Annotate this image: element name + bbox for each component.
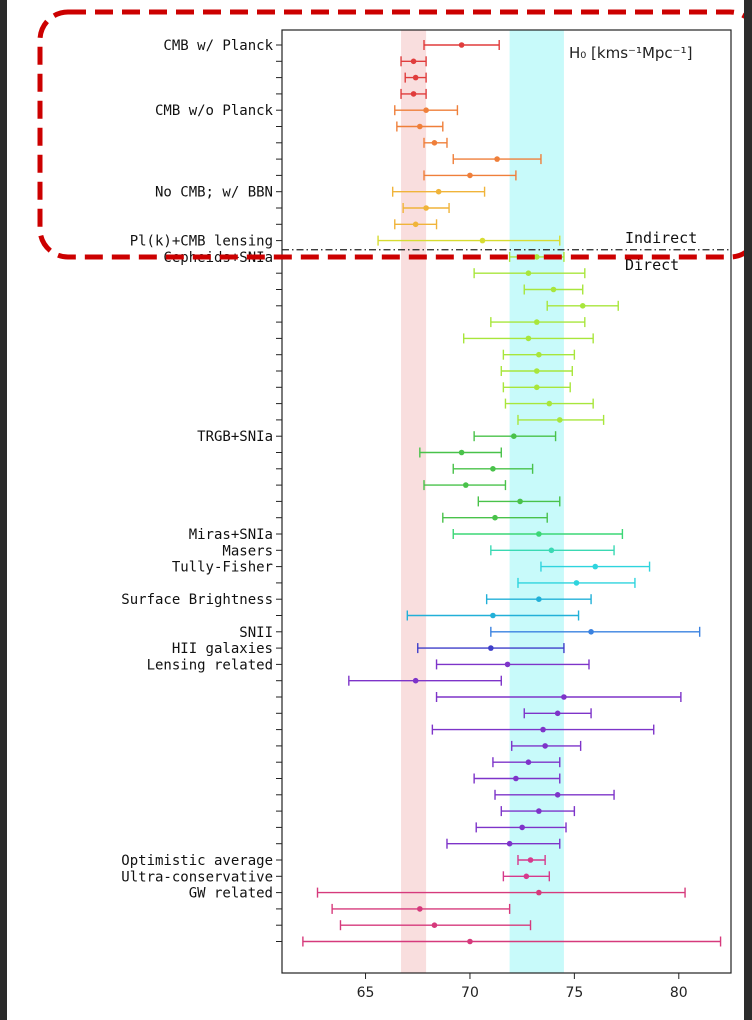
measurement-point <box>458 449 465 456</box>
measurement-point <box>423 107 429 113</box>
measurement-point <box>550 286 557 293</box>
indirect-label: Indirect <box>625 229 697 247</box>
measurement-point <box>410 91 417 97</box>
y-category-label: Surface Brightness <box>121 592 273 608</box>
measurement-point <box>479 237 486 244</box>
measurement-point <box>467 172 473 179</box>
measurement-point <box>592 563 599 570</box>
y-category-label: CMB w/o Planck <box>155 103 274 119</box>
measurement-point <box>458 42 465 48</box>
y-category-label: Optimistic average <box>121 853 273 869</box>
y-category-label: Tully-Fisher <box>172 560 273 576</box>
measurement-point <box>467 938 473 945</box>
measurement-point <box>494 156 500 162</box>
measurement-point <box>417 906 423 912</box>
measurement-point <box>536 889 542 896</box>
y-category-label: SNII <box>239 625 273 641</box>
measurement-point <box>536 351 542 358</box>
chart-canvas: Indirect Direct CMB w/ Planck CMB w/o Plan… <box>7 0 744 1020</box>
measurement-point <box>546 400 553 407</box>
measurement-point <box>525 759 532 765</box>
measurement-point <box>554 792 561 798</box>
y-category-label: GW related <box>189 886 273 902</box>
measurement-point <box>533 368 540 374</box>
x-tick-label: 80 <box>670 985 688 1001</box>
y-category-label: Ultra-conservative <box>121 869 273 885</box>
y-category-label: Lensing related <box>147 657 273 673</box>
y-category-label: Cepheids+SNIa <box>163 250 273 266</box>
unit-label: H₀ [kms⁻¹Mpc⁻¹] <box>569 44 692 62</box>
y-category-label: HII galaxies <box>172 641 273 657</box>
measurement-point <box>540 726 546 733</box>
y-category-label: Masers <box>222 543 273 559</box>
measurement-point <box>462 482 469 488</box>
measurement-point <box>519 824 525 831</box>
x-tick-label: 70 <box>461 985 479 1001</box>
measurement-point <box>417 123 423 130</box>
measurement-point <box>504 661 511 668</box>
measurement-point <box>527 857 534 863</box>
measurement-point <box>533 319 540 325</box>
y-category-label: CMB w/ Planck <box>163 38 273 54</box>
y-category-label: Pl(k)+CMB lensing <box>130 234 273 250</box>
x-tick-label: 65 <box>357 985 375 1001</box>
measurement-point <box>412 677 419 684</box>
measurement-point <box>533 254 540 260</box>
measurement-point <box>588 629 594 635</box>
measurement-point <box>548 547 555 554</box>
measurement-point <box>579 303 586 309</box>
measurement-point <box>523 873 530 880</box>
measurement-point <box>517 498 523 505</box>
measurement-point <box>561 694 567 700</box>
y-category-label: TRGB+SNIa <box>197 429 273 445</box>
measurement-point <box>525 335 532 342</box>
measurement-point <box>410 58 417 65</box>
measurement-point <box>431 140 438 146</box>
band-planck <box>401 30 427 973</box>
measurement-point <box>556 417 563 423</box>
h0-whisker-chart: Indirect Direct CMB w/ Planck CMB w/o Plan… <box>37 9 744 1001</box>
measurement-point <box>435 188 442 195</box>
y-category-label: Miras+SNIa <box>189 527 273 543</box>
measurement-point <box>542 743 548 749</box>
highlight-box <box>37 9 744 260</box>
x-tick-label: 75 <box>565 985 583 1001</box>
measurement-point <box>511 433 517 440</box>
measurement-point <box>536 596 542 602</box>
measurement-point <box>533 384 540 391</box>
measurement-point <box>431 922 438 928</box>
measurement-point <box>506 840 513 847</box>
measurement-point <box>412 74 419 81</box>
measurement-point <box>525 270 532 277</box>
measurement-point <box>573 580 580 586</box>
measurement-point <box>423 205 429 211</box>
measurement-point <box>488 645 494 651</box>
measurement-point <box>536 531 542 537</box>
measurement-point <box>554 710 561 717</box>
measurement-point <box>490 466 496 472</box>
measurement-point <box>492 514 498 521</box>
direct-label: Direct <box>625 256 679 274</box>
measurement-point <box>536 808 542 814</box>
measurement-point <box>513 775 519 782</box>
measurement-point <box>490 612 496 619</box>
y-category-label: No CMB; w/ BBN <box>155 185 273 201</box>
measurement-point <box>412 221 419 228</box>
